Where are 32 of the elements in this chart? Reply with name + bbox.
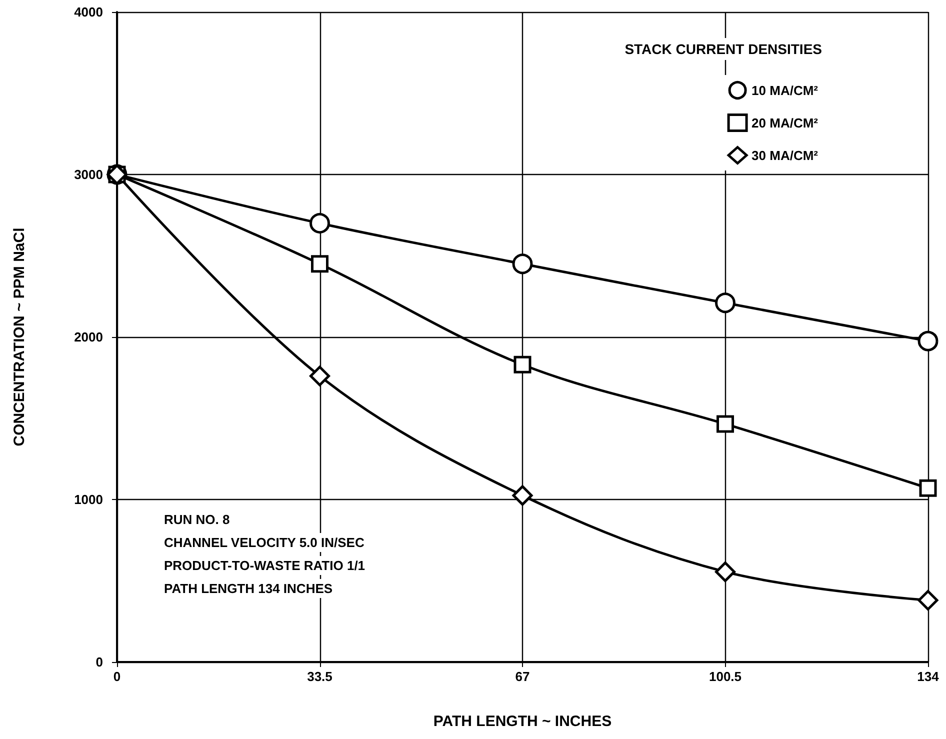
y-tick-label: 0 <box>96 654 103 670</box>
x-tick-label: 0 <box>113 669 121 684</box>
x-tick-label: 33.5 <box>307 669 332 684</box>
point <box>310 366 330 386</box>
x-axis-title: PATH LENGTH ~ INCHES <box>433 713 612 730</box>
annotation: PRODUCT-TO-WASTE RATIO 1/1 <box>164 558 366 573</box>
annotation: RUN NO. 8 <box>164 512 230 527</box>
point <box>512 254 533 274</box>
annotation: CHANNEL VELOCITY 5.0 IN/SEC <box>164 535 365 550</box>
point <box>715 562 736 582</box>
legend-label: 20 MA/CM² <box>752 115 819 130</box>
legend-title: STACK CURRENT DENSITIES <box>624 41 822 57</box>
legend-label: 10 MA/CM² <box>752 82 819 98</box>
point <box>919 479 937 497</box>
point <box>310 213 330 234</box>
point <box>512 485 533 506</box>
point <box>918 330 938 352</box>
legend-label: 30 MA/CM² <box>752 148 819 163</box>
point <box>514 356 532 374</box>
y-tick-label: 4000 <box>74 4 103 20</box>
point <box>918 590 938 610</box>
x-tick-label: 134 <box>917 669 940 684</box>
y-axis-title: CONCENTRATION ~ PPM NaCl <box>11 228 28 446</box>
y-tick-label: 2000 <box>74 330 103 344</box>
point <box>311 255 328 273</box>
y-tick-label: 3000 <box>74 167 103 182</box>
y-tick-label: 1000 <box>74 492 103 507</box>
x-tick-label: 100.5 <box>708 669 742 684</box>
point <box>716 415 734 433</box>
annotation: PATH LENGTH 134 INCHES <box>164 581 333 596</box>
x-tick-label: 67 <box>515 669 530 684</box>
point <box>715 292 736 314</box>
